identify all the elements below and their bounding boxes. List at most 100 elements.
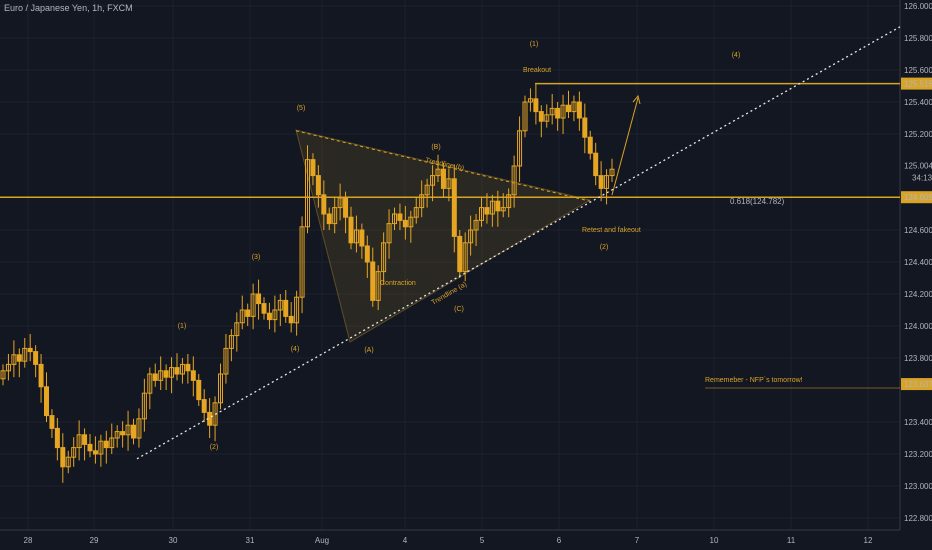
candle-body <box>152 373 158 381</box>
y-tick-label: 125.800 <box>904 34 932 43</box>
candle-body <box>489 200 495 215</box>
candle-body <box>495 200 501 212</box>
wave-label: (5) <box>297 105 306 112</box>
x-tick-label: 28 <box>24 536 33 545</box>
candle-body <box>277 299 283 311</box>
candle-body <box>440 168 446 189</box>
candle-body <box>359 229 365 247</box>
candle-body <box>136 418 142 439</box>
candle-body <box>234 322 240 337</box>
y-tick-label: 125.400 <box>904 98 932 107</box>
candle-body <box>343 197 349 218</box>
y-tick-label: 123.000 <box>904 482 932 491</box>
y-tick-label: 123.200 <box>904 450 932 459</box>
candle-body <box>392 213 397 225</box>
candle-body <box>468 229 474 244</box>
candle-body <box>321 194 327 215</box>
wave-label: (4) <box>291 346 300 353</box>
contraction-label: Contraction <box>380 280 416 287</box>
candle-body <box>33 351 39 365</box>
candle-body <box>375 271 381 301</box>
candle-body <box>538 111 544 122</box>
wave-label: (2) <box>210 444 219 451</box>
candle-body <box>326 213 332 225</box>
wave-label: (1) <box>178 323 187 330</box>
projection-arrowhead <box>632 94 641 105</box>
candle-body <box>0 370 6 380</box>
candle-body <box>131 424 136 439</box>
wave-label: (B) <box>431 144 440 151</box>
candle-body <box>604 175 610 189</box>
y-tick-label: 124.600 <box>904 226 932 235</box>
candle-body <box>120 431 126 436</box>
candle-body <box>484 207 490 215</box>
candle-body <box>65 456 71 468</box>
candle-body <box>82 434 88 445</box>
candle-body <box>16 354 22 362</box>
x-tick-label: 12 <box>864 536 873 545</box>
candle-body <box>555 107 561 119</box>
fib-label: 0.618(124.782) <box>730 197 785 206</box>
x-tick-label: 11 <box>787 536 796 545</box>
candle-body <box>201 399 207 413</box>
wave-label: (3) <box>252 254 261 261</box>
x-tick-label: 5 <box>480 536 485 545</box>
candle-body <box>576 101 582 119</box>
candle-body <box>571 101 577 113</box>
candle-body <box>87 443 93 452</box>
candle-body <box>239 309 245 324</box>
candle-body <box>353 229 359 244</box>
candle-body <box>179 363 185 375</box>
candle-body <box>38 363 44 388</box>
x-tick-label: 4 <box>403 536 408 545</box>
candle-body <box>49 415 55 429</box>
candle-body <box>511 165 517 196</box>
nfp-price-label-box <box>901 378 932 391</box>
y-tick-label: 126.000 <box>904 2 932 11</box>
breakout-label: Breakout <box>523 67 551 74</box>
candle-body <box>109 437 115 449</box>
candle-body <box>446 178 452 189</box>
candle-body <box>430 175 436 186</box>
candle-body <box>593 152 599 177</box>
candle-body <box>245 309 251 317</box>
candle-body <box>397 213 403 221</box>
candle-body <box>147 373 153 394</box>
candle-body <box>76 434 82 449</box>
y-tick-label: 123.400 <box>904 418 932 427</box>
y-tick-label: 125.600 <box>904 66 932 75</box>
trendline-b <box>295 130 591 202</box>
candle-body <box>408 216 414 228</box>
candle-body <box>174 367 180 375</box>
candle-body <box>560 104 566 119</box>
wave-label: (2) <box>600 244 609 251</box>
x-tick-label: 7 <box>635 536 640 545</box>
x-tick-label: 6 <box>557 536 562 545</box>
wave-label: (4) <box>732 52 741 59</box>
candle-body <box>223 347 229 375</box>
candle-body <box>5 363 11 372</box>
candle-body <box>527 98 533 103</box>
candle-body <box>98 440 104 455</box>
y-tick-label: 124.000 <box>904 322 932 331</box>
candle-body <box>544 114 550 122</box>
resistance-price-label-box <box>901 77 932 90</box>
candle-body <box>228 335 234 349</box>
x-tick-label: 10 <box>710 536 719 545</box>
candle-body <box>158 370 164 381</box>
candle-body <box>402 219 408 228</box>
candle-body <box>413 207 419 218</box>
candle-body <box>27 347 33 353</box>
candle-body <box>609 168 615 177</box>
candle-body <box>114 431 120 439</box>
candle-body <box>310 159 316 177</box>
x-tick-label: 31 <box>246 536 255 545</box>
nfp-note: Rememeber - NFP`s tomorrow! <box>705 377 803 384</box>
y-tick-label: 123.800 <box>904 354 932 363</box>
candle-body <box>261 303 267 314</box>
candle-body <box>457 235 463 273</box>
candle-body <box>54 427 60 449</box>
trendline-a <box>136 26 901 460</box>
